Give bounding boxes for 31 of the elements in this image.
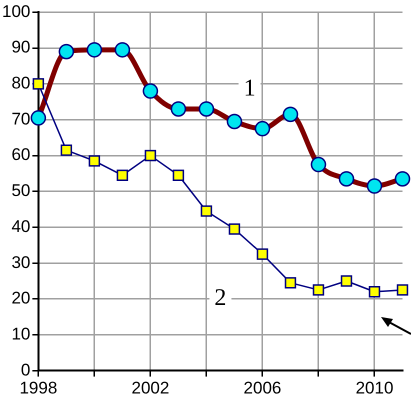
point — [256, 248, 268, 260]
point — [116, 170, 128, 181]
y-tick-label: 50 — [11, 181, 30, 200]
y-tick-label: 60 — [11, 145, 30, 164]
point — [88, 155, 100, 167]
point — [200, 205, 212, 217]
point — [172, 170, 184, 181]
point — [368, 286, 380, 298]
point — [144, 150, 156, 162]
x-tick-label: 2002 — [131, 378, 170, 398]
y-tick-label: 30 — [11, 252, 30, 272]
point — [340, 275, 352, 287]
y-tick-label: 20 — [11, 288, 30, 308]
y-tick-label: 0 — [20, 360, 30, 380]
x-tick-label: 2010 — [356, 378, 394, 398]
point — [60, 144, 72, 156]
y-tick-label: 80 — [11, 74, 30, 93]
y-tick-label: 90 — [11, 38, 30, 57]
point — [396, 284, 408, 296]
series-label: 1 — [244, 76, 256, 102]
series-label: 2 — [214, 285, 226, 312]
point — [312, 284, 324, 296]
y-tick-label: 100 — [2, 2, 30, 21]
point — [32, 78, 44, 90]
x-tick-label: 2006 — [244, 378, 282, 398]
x-tick-label: 1998 — [19, 378, 58, 398]
y-tick-label: 10 — [11, 324, 30, 344]
point — [284, 277, 296, 288]
point — [228, 223, 240, 235]
y-tick-label: 40 — [11, 216, 30, 236]
y-tick-label: 70 — [11, 109, 30, 128]
